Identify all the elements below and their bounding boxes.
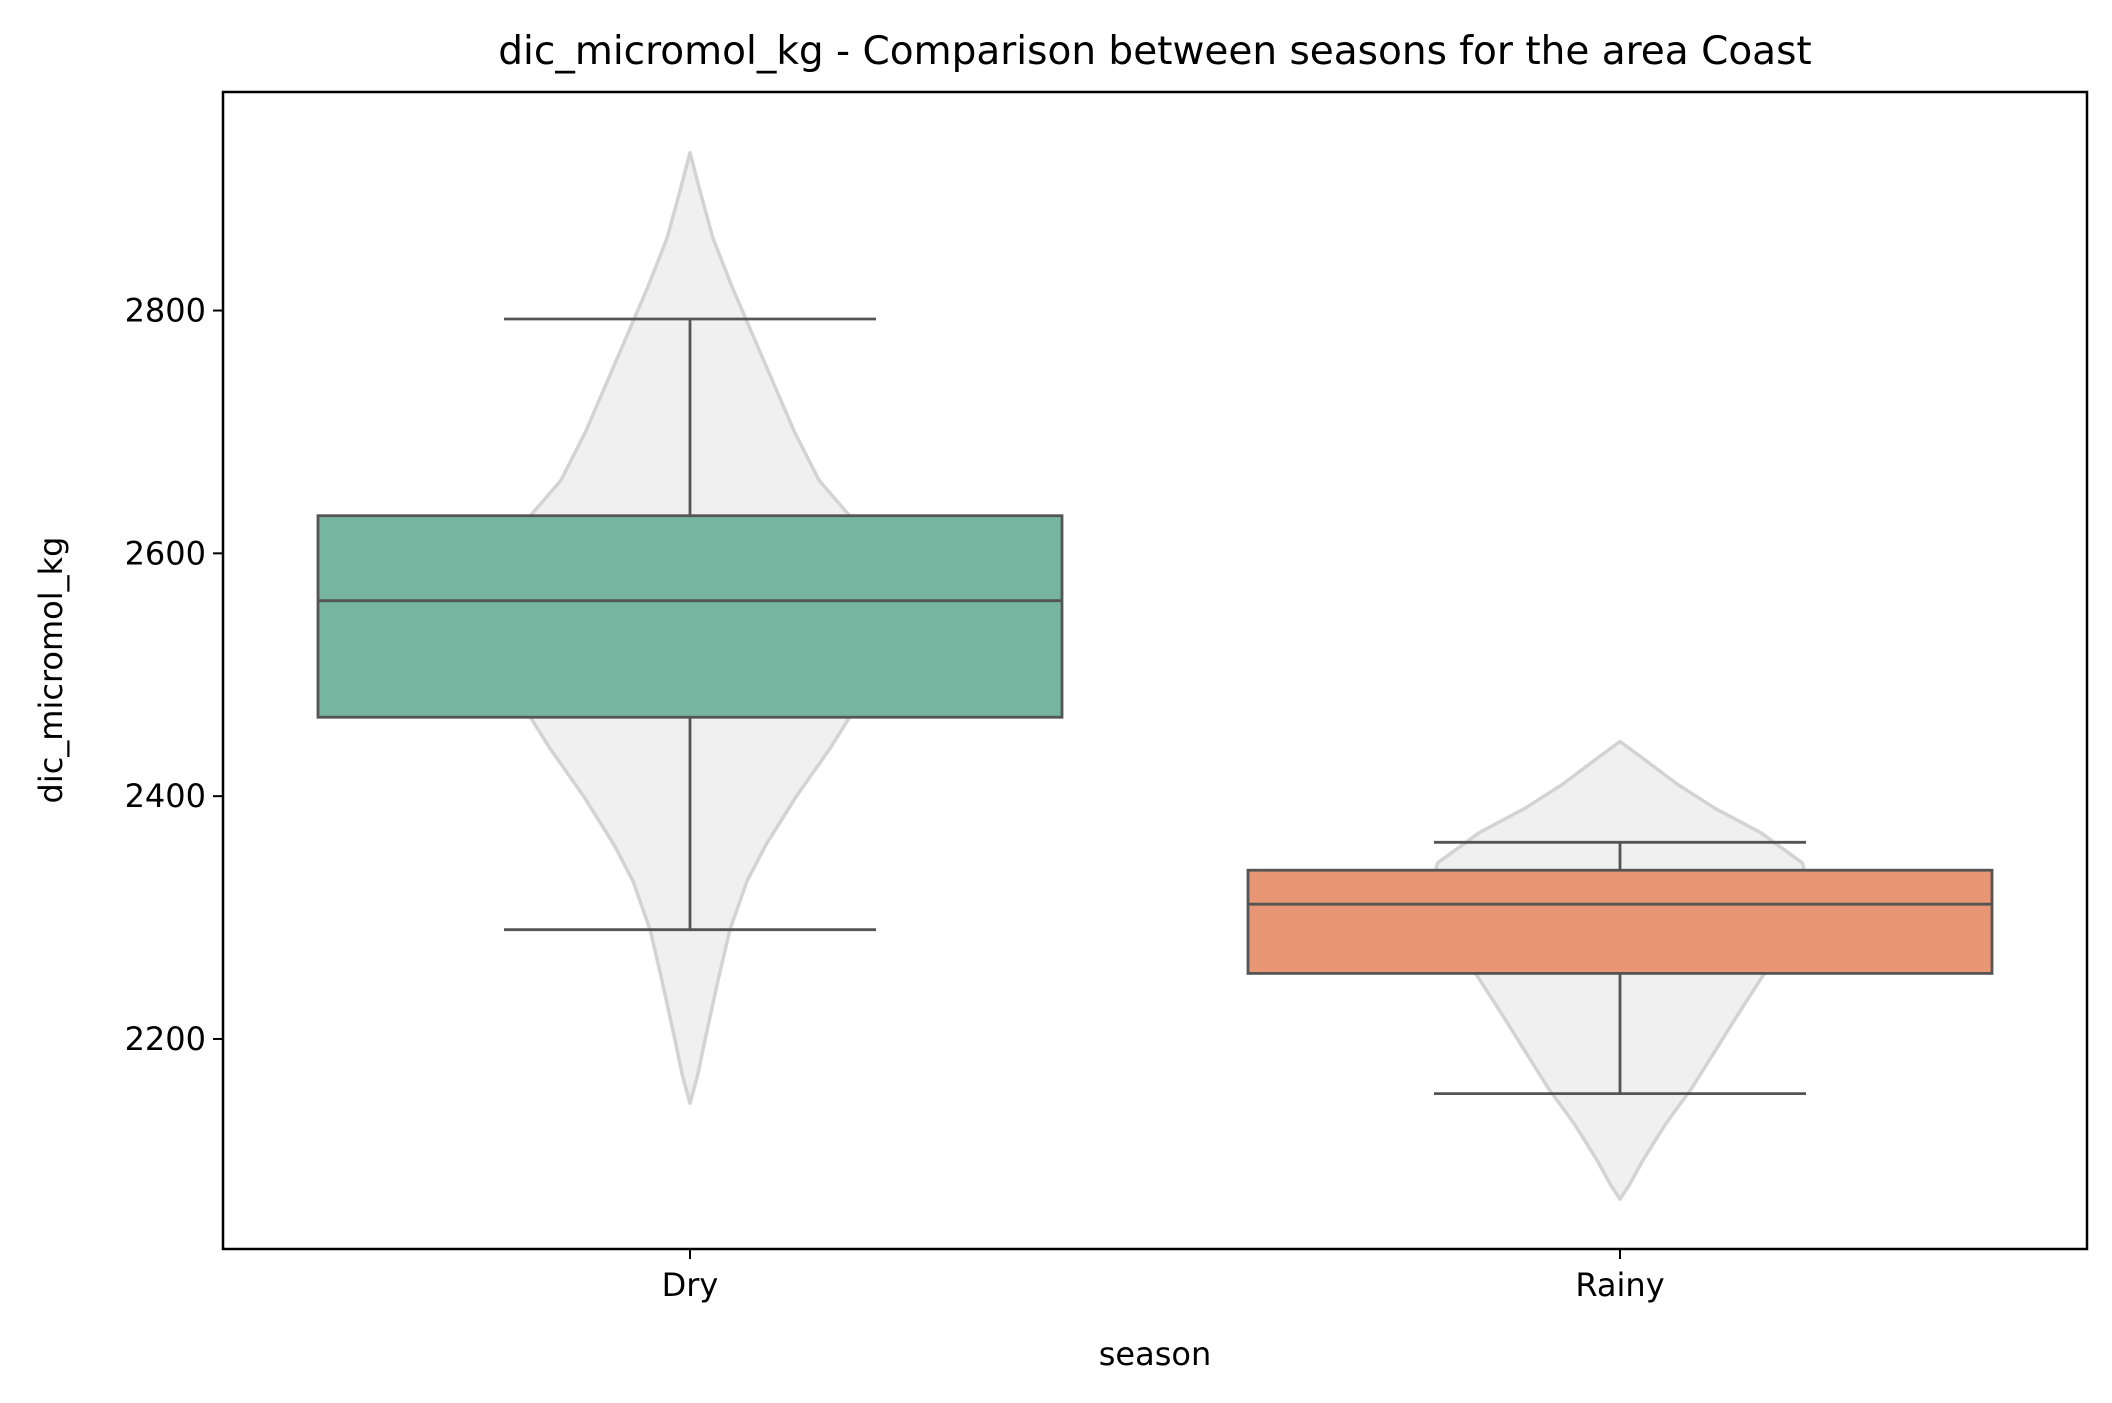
x-tick-label-rainy: Rainy xyxy=(1575,1266,1664,1304)
y-tick-label-2800: 2800 xyxy=(125,292,206,330)
y-tick-label-2600: 2600 xyxy=(125,534,206,572)
x-axis-label: season xyxy=(1099,1335,1212,1373)
y-tick-label-2200: 2200 xyxy=(125,1020,206,1058)
y-axis-label: dic_micromol_kg xyxy=(32,537,70,804)
y-tick-label-2400: 2400 xyxy=(125,777,206,815)
chart-title: dic_micromol_kg - Comparison between sea… xyxy=(498,29,1811,74)
box-iqr-rainy xyxy=(1248,870,1992,973)
box-iqr-dry xyxy=(318,516,1062,718)
x-tick-label-dry: Dry xyxy=(662,1266,719,1304)
